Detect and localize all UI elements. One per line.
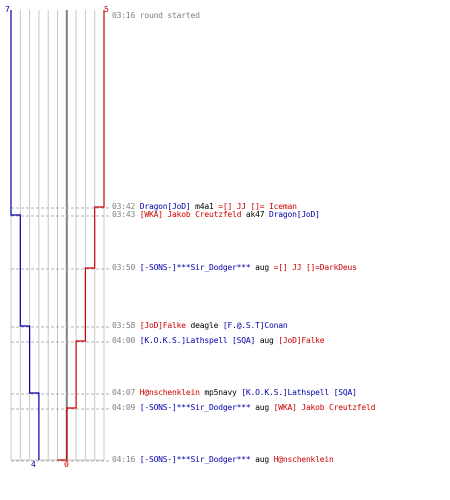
event-text: round started (139, 11, 200, 20)
event-weapon: deagle (190, 321, 219, 330)
event-attacker: [K.O.K.S.]Lathspell [SQA] (139, 336, 256, 345)
event-victim: [F.@.S.T]Conan (222, 321, 288, 330)
event-time: 04:16 (112, 455, 136, 464)
event-weapon: aug (255, 403, 269, 412)
event-attacker: [-SONS-]***Sir_Dodger*** (139, 263, 251, 272)
event-victim: [K.O.K.S.]Lathspell [SQA] (241, 388, 357, 397)
event-time: 03:58 (112, 321, 136, 330)
event-weapon: aug (255, 263, 269, 272)
red-team-alive-line (57, 10, 105, 461)
event-weapon: aug (259, 336, 274, 345)
event-victim: H@nschenklein (273, 455, 334, 464)
event-time: 03:50 (112, 263, 136, 272)
blue-team-alive-line (10, 10, 40, 460)
event-weapon: mp5navy (204, 388, 237, 397)
event-victim: =[] JJ []=DarkDeus (273, 263, 357, 272)
event-attacker: H@nschenklein (139, 388, 200, 397)
timeline-start-count-red: 5 (104, 5, 109, 14)
event-attacker: [-SONS-]***Sir_Dodger*** (139, 403, 251, 412)
event-time: 04:09 (112, 403, 136, 412)
event-time: 04:00 (112, 336, 136, 345)
event-attacker: [JoD]Falke (139, 321, 186, 330)
timeline-start-count-blue: 7 (5, 5, 10, 14)
timeline-end-count-red: 0 (64, 460, 69, 469)
kill-event-row: 04:00 [K.O.K.S.]Lathspell [SQA] aug [JoD… (112, 336, 325, 346)
kill-event-row: 03:58 [JoD]Falke deagle [F.@.S.T]Conan (112, 321, 288, 331)
event-victim: =[] JJ []= Iceman (218, 202, 297, 211)
event-weapon: ak47 (245, 210, 265, 219)
kill-event-row: 03:16 round started (112, 11, 200, 21)
event-time: 04:07 (112, 388, 136, 397)
event-attacker: [WKA] Jakob Creutzfeld (139, 210, 242, 219)
event-attacker: [-SONS-]***Sir_Dodger*** (139, 455, 251, 464)
kill-event-row: 04:09 [-SONS-]***Sir_Dodger*** aug [WKA]… (112, 403, 375, 413)
event-victim: [JoD]Falke (278, 336, 325, 345)
event-victim: Dragon[JoD] (269, 210, 320, 219)
event-weapon: aug (255, 455, 269, 464)
kill-event-row: 03:50 [-SONS-]***Sir_Dodger*** aug =[] J… (112, 263, 357, 273)
event-time: 03:16 (112, 11, 136, 20)
kill-event-row: 03:43 [WKA] Jakob Creutzfeld ak47 Dragon… (112, 210, 320, 220)
event-time: 03:42 (112, 202, 136, 211)
event-attacker: Dragon[JoD] (139, 202, 191, 211)
kill-event-row: 04:16 [-SONS-]***Sir_Dodger*** aug H@nsc… (112, 455, 334, 465)
event-time: 03:43 (112, 210, 136, 219)
timeline-end-count-blue: 4 (31, 460, 36, 469)
event-weapon: m4a1 (195, 202, 214, 211)
kill-event-row: 03:42 Dragon[JoD] m4a1 =[] JJ []= Iceman (112, 202, 297, 212)
kill-event-row: 04:07 H@nschenklein mp5navy [K.O.K.S.]La… (112, 388, 357, 398)
event-victim: [WKA] Jakob Creutzfeld (273, 403, 376, 412)
